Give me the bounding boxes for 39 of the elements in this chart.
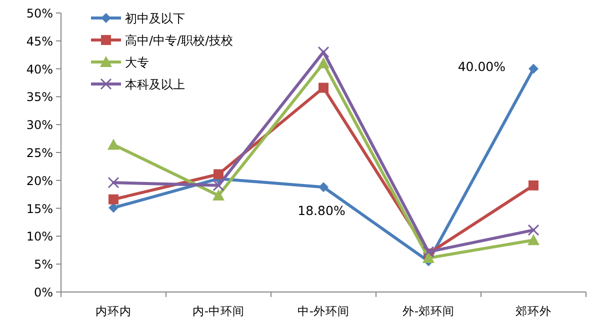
x-tick-label: 郊环外 <box>516 304 552 318</box>
x-tick-label: 中-外环间 <box>297 304 350 318</box>
y-tick-label: 5% <box>34 258 53 272</box>
point <box>528 180 538 190</box>
point <box>422 252 434 263</box>
point <box>108 202 118 213</box>
point <box>318 57 330 68</box>
y-tick-label: 15% <box>26 202 53 216</box>
x-tick-label: 外-郊环间 <box>402 304 455 318</box>
point <box>422 246 434 258</box>
point <box>318 182 328 192</box>
y-tick-label: 45% <box>26 34 53 48</box>
point <box>212 189 224 200</box>
x-tick-label: 内环内 <box>96 304 132 318</box>
y-tick-label: 30% <box>26 118 53 132</box>
point <box>528 64 538 74</box>
y-tick-label: 25% <box>26 146 53 160</box>
y-tick-label: 20% <box>26 174 53 188</box>
y-tick-label: 35% <box>26 90 53 104</box>
point <box>212 180 224 192</box>
y-tick-label: 10% <box>26 230 53 244</box>
point <box>108 194 118 204</box>
x-tick-label: 内-中环间 <box>192 304 245 318</box>
legend-label: 初中及以下 <box>125 12 185 26</box>
point <box>318 82 328 93</box>
legend-label: 本科及以上 <box>125 78 185 92</box>
data-label: 40.00% <box>458 58 506 74</box>
y-tick-label: 50% <box>26 6 53 20</box>
point <box>108 176 120 188</box>
legend-label: 大专 <box>125 56 149 70</box>
point <box>528 224 540 236</box>
legend-label: 高中/中专/职校/技校 <box>125 34 234 48</box>
data-label: 18.80% <box>298 203 346 218</box>
point <box>214 169 224 180</box>
point <box>318 46 330 58</box>
point <box>108 138 120 150</box>
point <box>528 234 540 246</box>
y-tick-label: 40% <box>26 62 53 76</box>
y-tick-label: 0% <box>34 286 53 300</box>
